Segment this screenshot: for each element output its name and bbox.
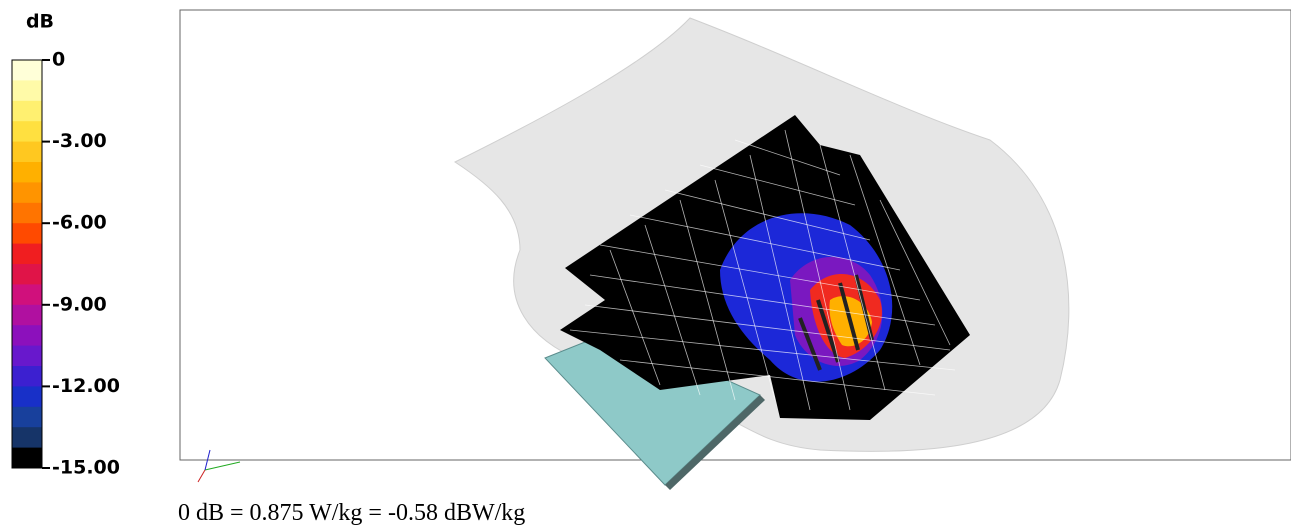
color-band <box>12 244 42 265</box>
color-band <box>12 80 42 101</box>
figure: dB 0 -3.00 -6.00 -9.00 -12.00 -15.00 0 dB = 0… <box>0 0 1291 531</box>
color-band <box>12 448 42 469</box>
color-band <box>12 386 42 407</box>
color-band <box>12 427 42 448</box>
color-band <box>12 182 42 203</box>
color-band <box>12 305 42 326</box>
colorbar-title: dB <box>26 11 54 33</box>
color-band <box>12 60 42 81</box>
caption: 0 dB = 0.875 W/kg = -0.58 dBW/kg <box>178 500 525 526</box>
color-band <box>12 162 42 183</box>
color-band <box>12 264 42 285</box>
tick-label: -15.00 <box>52 457 120 479</box>
color-band <box>12 407 42 428</box>
color-band <box>12 366 42 387</box>
color-band <box>12 121 42 142</box>
tick-label: 0 <box>52 49 65 71</box>
view-3d <box>180 10 1291 490</box>
colorbar: 0 -3.00 -6.00 -9.00 -12.00 -15.00 <box>12 49 120 479</box>
color-band <box>12 284 42 305</box>
color-band <box>12 203 42 224</box>
tick-label: -12.00 <box>52 375 120 397</box>
color-band <box>12 325 42 346</box>
color-band <box>12 142 42 163</box>
color-band <box>12 101 42 122</box>
color-band <box>12 223 42 244</box>
tick-label: -3.00 <box>52 130 107 152</box>
tick-label: -6.00 <box>52 212 107 234</box>
color-band <box>12 346 42 367</box>
tick-label: -9.00 <box>52 293 107 315</box>
